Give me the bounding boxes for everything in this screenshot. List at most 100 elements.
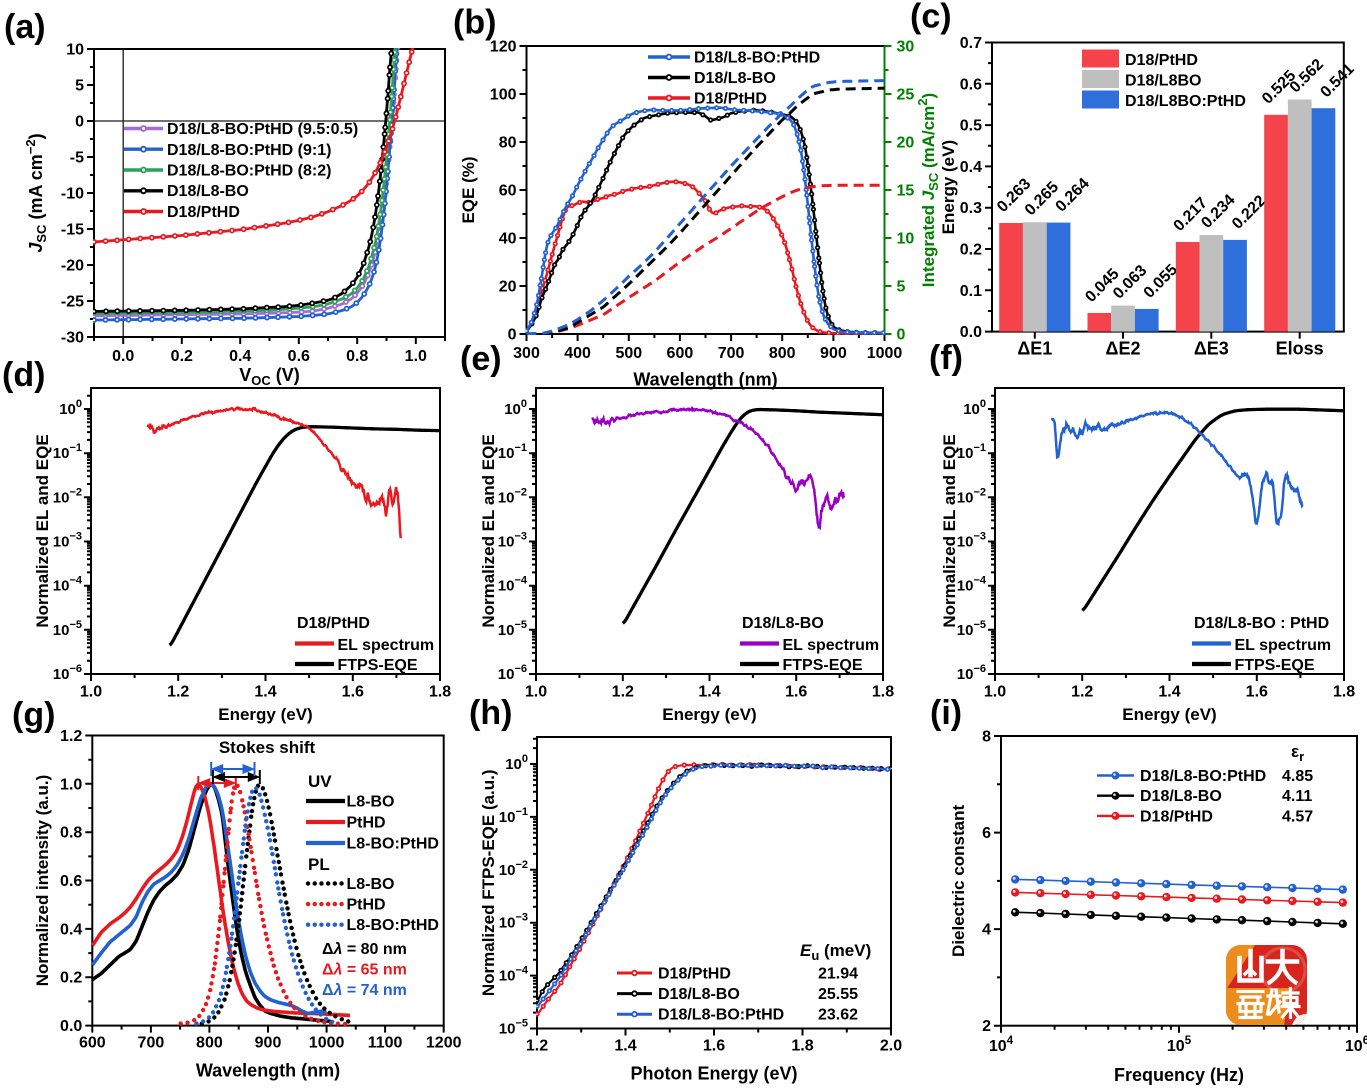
svg-text:1.0: 1.0 [525,684,547,701]
svg-text:1000: 1000 [309,1035,345,1052]
svg-text:Stokes shift: Stokes shift [219,738,316,757]
svg-text:(c): (c) [910,0,952,36]
svg-text:0: 0 [508,327,517,344]
svg-text:0: 0 [75,114,84,131]
svg-text:(d): (d) [2,356,45,394]
svg-text:0.4: 0.4 [229,348,251,365]
svg-text:30: 30 [897,39,915,56]
svg-text:1.4: 1.4 [1158,684,1180,701]
svg-text:Energy (eV): Energy (eV) [939,140,958,234]
svg-text:120: 120 [490,39,517,56]
svg-text:2.0: 2.0 [880,1038,902,1055]
svg-text:1.4: 1.4 [614,1038,636,1055]
svg-text:0.6: 0.6 [288,348,310,365]
svg-text:21.94: 21.94 [818,966,858,983]
svg-text:D18/L8-BO: D18/L8-BO [742,615,824,632]
svg-text:Δλ = 65 nm: Δλ = 65 nm [322,962,407,979]
svg-text:L8-BO:PtHD: L8-BO:PtHD [347,917,439,934]
svg-text:0.8: 0.8 [346,348,368,365]
svg-text:1.0: 1.0 [405,348,427,365]
svg-text:1.6: 1.6 [703,1038,725,1055]
svg-text:1000: 1000 [867,345,903,362]
svg-text:D18/L8BO: D18/L8BO [1125,73,1201,90]
svg-text:1.2: 1.2 [612,684,634,701]
svg-text:1.0: 1.0 [984,684,1006,701]
svg-text:0.1: 0.1 [960,283,982,300]
svg-text:D18/L8BO:PtHD: D18/L8BO:PtHD [1125,93,1246,110]
svg-text:0.6: 0.6 [60,873,82,890]
svg-text:(h): (h) [469,694,512,732]
svg-text:800: 800 [769,345,796,362]
svg-text:JSC (mA cm−2): JSC (mA cm−2) [23,133,49,252]
svg-text:D18/PtHD: D18/PtHD [1140,808,1213,825]
svg-text:Photon Energy (eV): Photon Energy (eV) [630,1064,797,1084]
svg-text:23.62: 23.62 [818,1007,858,1024]
svg-text:4.57: 4.57 [1282,808,1313,825]
svg-text:1.2: 1.2 [60,728,82,745]
svg-text:-30: -30 [61,330,84,347]
svg-text:Eloss: Eloss [1276,339,1324,359]
svg-text:0.3: 0.3 [960,200,982,217]
svg-text:Normalized FTPS-EQE (a.u.): Normalized FTPS-EQE (a.u.) [479,769,498,996]
svg-text:10: 10 [897,231,915,248]
svg-text:D18/L8-BO: D18/L8-BO [167,183,249,200]
svg-text:D18/PtHD: D18/PtHD [1125,52,1198,69]
svg-text:L8-BO:PtHD: L8-BO:PtHD [347,836,439,853]
svg-text:Normalized intensity (a.u.): Normalized intensity (a.u.) [33,775,52,987]
svg-text:D18/L8-BO: D18/L8-BO [694,70,776,87]
svg-text:UV: UV [308,772,332,791]
svg-text:D18/L8-BO: D18/L8-BO [1140,788,1222,805]
svg-text:60: 60 [499,183,517,200]
svg-text:D18/L8-BO:PtHD (9.5:0.5): D18/L8-BO:PtHD (9.5:0.5) [167,121,358,138]
svg-text:1.8: 1.8 [791,1038,813,1055]
svg-text:4.11: 4.11 [1282,788,1312,805]
svg-text:EL spectrum: EL spectrum [1235,637,1332,654]
svg-text:10: 10 [66,42,84,59]
svg-text:D18/PtHD: D18/PtHD [658,966,731,983]
svg-text:D18/PtHD: D18/PtHD [694,91,767,108]
svg-text:Wavelength (nm): Wavelength (nm) [196,1061,340,1081]
svg-text:8: 8 [982,729,991,746]
svg-text:100: 100 [490,87,517,104]
svg-text:20: 20 [897,135,915,152]
svg-text:ΔE3: ΔE3 [1194,339,1229,359]
svg-text:0.0: 0.0 [960,324,982,341]
svg-text:900: 900 [255,1035,282,1052]
svg-text:D18/L8-BO : PtHD: D18/L8-BO : PtHD [1194,615,1329,632]
svg-text:EQE (%): EQE (%) [459,156,478,223]
svg-text:(f): (f) [929,339,963,377]
svg-text:(i): (i) [930,694,962,732]
svg-text:0.7: 0.7 [960,35,982,52]
svg-text:1100: 1100 [368,1035,403,1052]
svg-text:700: 700 [138,1035,165,1052]
svg-text:PtHD: PtHD [347,897,386,914]
svg-text:0.2: 0.2 [171,348,193,365]
svg-text:(g): (g) [12,696,55,734]
svg-text:15: 15 [897,183,915,200]
svg-text:Δλ = 74 nm: Δλ = 74 nm [322,982,407,999]
svg-text:0.0: 0.0 [112,348,134,365]
svg-text:EL spectrum: EL spectrum [338,637,435,654]
svg-text:Wavelength (nm): Wavelength (nm) [633,370,777,390]
svg-text:900: 900 [820,345,847,362]
svg-text:5: 5 [897,279,906,296]
svg-text:FTPS-EQE: FTPS-EQE [783,657,863,674]
svg-text:D18/L8-BO:PtHD (8:2): D18/L8-BO:PtHD (8:2) [167,163,331,180]
svg-text:40: 40 [499,231,517,248]
svg-text:D18/L8-BO:PtHD (9:1): D18/L8-BO:PtHD (9:1) [167,142,331,159]
svg-text:D18/L8-BO:PtHD: D18/L8-BO:PtHD [694,50,820,67]
svg-text:600: 600 [79,1035,106,1052]
svg-text:1.2: 1.2 [526,1038,548,1055]
svg-text:500: 500 [615,345,642,362]
svg-text:1.6: 1.6 [785,684,807,701]
svg-text:1.2: 1.2 [167,684,189,701]
svg-text:1.0: 1.0 [80,684,102,701]
svg-text:25: 25 [897,87,915,104]
svg-text:0: 0 [897,327,906,344]
svg-text:1.4: 1.4 [254,684,276,701]
svg-text:Integrated JSC (mA/cm2): Integrated JSC (mA/cm2) [915,93,941,287]
svg-text:D18/PtHD: D18/PtHD [167,204,240,221]
svg-text:Energy (eV): Energy (eV) [218,705,312,724]
svg-text:D18/PtHD: D18/PtHD [297,615,370,632]
svg-text:4: 4 [982,922,991,939]
